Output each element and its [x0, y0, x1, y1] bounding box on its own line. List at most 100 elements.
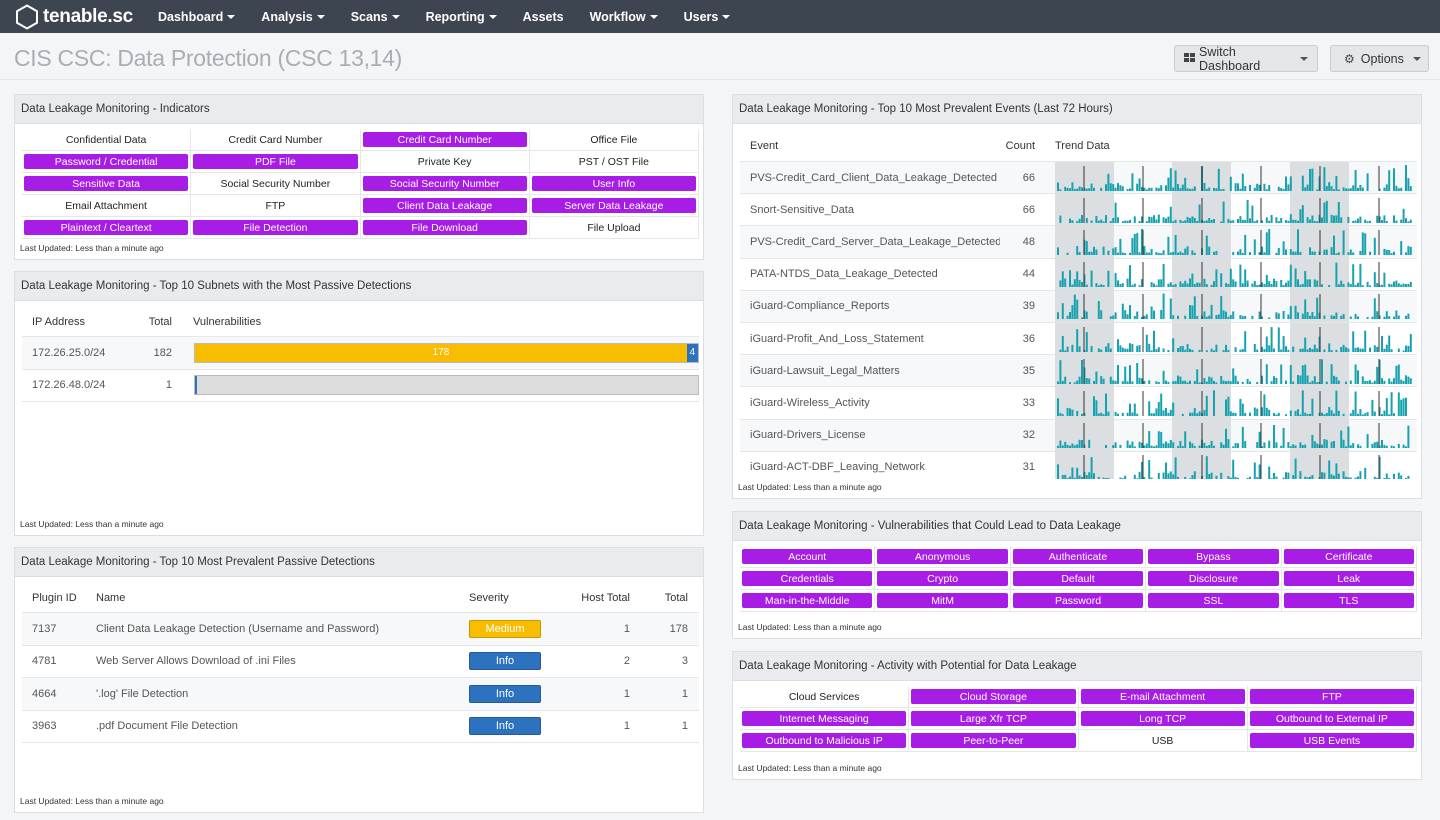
- table-row[interactable]: 172.26.25.0/24 182 178 4: [22, 336, 699, 369]
- indicator-email-attachment[interactable]: Email Attachment: [65, 199, 147, 212]
- indicator-long-tcp[interactable]: Long TCP: [1080, 711, 1245, 726]
- nav-users[interactable]: Users: [684, 10, 731, 24]
- ip-address[interactable]: 172.26.48.0/24: [32, 379, 106, 392]
- indicator-social-security-number[interactable]: Social Security Number: [362, 176, 527, 191]
- indicator-internet-messaging[interactable]: Internet Messaging: [742, 711, 907, 726]
- indicator-disclosure[interactable]: Disclosure: [1148, 571, 1279, 586]
- indicator-default[interactable]: Default: [1012, 571, 1144, 586]
- switch-dashboard-button[interactable]: Switch Dashboard: [1174, 45, 1318, 73]
- table-row[interactable]: 4664 '.log' File Detection Info 1 1: [22, 677, 699, 710]
- trend-sparkline[interactable]: [1055, 258, 1415, 291]
- nav-scans[interactable]: Scans: [351, 10, 400, 24]
- trend-data-header[interactable]: Trend Data: [1055, 140, 1110, 152]
- medium-segment[interactable]: 178: [195, 343, 687, 362]
- nav-reporting[interactable]: Reporting: [426, 10, 497, 24]
- indicator-file-upload[interactable]: File Upload: [587, 221, 641, 234]
- indicator-authenticate[interactable]: Authenticate: [1012, 549, 1144, 564]
- trend-sparkline[interactable]: [1055, 451, 1415, 479]
- nav-workflow[interactable]: Workflow: [590, 10, 658, 24]
- info-segment[interactable]: [195, 376, 197, 395]
- event-name[interactable]: PVS-Credit_Card_Server_Data_Leakage_Dete…: [750, 235, 1000, 248]
- nav-dashboard[interactable]: Dashboard: [158, 10, 236, 24]
- indicator-credit-card-number[interactable]: Credit Card Number: [362, 132, 527, 147]
- severity-badge[interactable]: Info: [469, 684, 541, 703]
- table-row[interactable]: iGuard-Wireless_Activity 33: [740, 386, 1417, 419]
- event-name[interactable]: iGuard-Drivers_License: [750, 429, 866, 442]
- table-row[interactable]: iGuard-Lawsuit_Legal_Matters 35: [740, 354, 1417, 387]
- indicator-outbound-to-external-ip[interactable]: Outbound to External IP: [1249, 711, 1414, 726]
- indicator-private-key[interactable]: Private Key: [417, 155, 472, 168]
- logo[interactable]: tenable.sc: [14, 3, 158, 30]
- table-row[interactable]: 172.26.48.0/24 1: [22, 368, 699, 402]
- indicator-cloud-storage[interactable]: Cloud Storage: [911, 689, 1076, 704]
- indicator-usb-events[interactable]: USB Events: [1249, 733, 1414, 748]
- event-header[interactable]: Event: [750, 140, 779, 152]
- indicator-password[interactable]: Password: [1012, 593, 1144, 608]
- indicator-anonymous[interactable]: Anonymous: [877, 549, 1008, 564]
- severity-badge[interactable]: Medium: [469, 619, 541, 638]
- indicator-sensitive-data[interactable]: Sensitive Data: [24, 176, 189, 191]
- plugin-id-header[interactable]: Plugin ID: [32, 592, 77, 604]
- indicator-ftp[interactable]: FTP: [265, 199, 286, 212]
- trend-sparkline[interactable]: [1055, 322, 1415, 355]
- table-row[interactable]: iGuard-Drivers_License 32: [740, 418, 1417, 452]
- vulnerability-bar[interactable]: 178 4: [194, 342, 699, 363]
- event-name[interactable]: iGuard-ACT-DBF_Leaving_Network: [750, 461, 925, 474]
- indicator-certificate[interactable]: Certificate: [1283, 549, 1414, 564]
- indicator-file-detection[interactable]: File Detection: [193, 220, 358, 235]
- indicator-ftp[interactable]: FTP: [1249, 689, 1414, 704]
- trend-sparkline[interactable]: [1055, 161, 1415, 194]
- indicator-e-mail-attachment[interactable]: E-mail Attachment: [1080, 689, 1245, 704]
- nav-assets[interactable]: Assets: [523, 10, 564, 24]
- event-name[interactable]: iGuard-Profit_And_Loss_Statement: [750, 332, 924, 345]
- indicator-peer-to-peer[interactable]: Peer-to-Peer: [911, 733, 1076, 748]
- indicator-pdf-file[interactable]: PDF File: [193, 154, 358, 169]
- indicator-password-credential[interactable]: Password / Credential: [24, 154, 189, 169]
- table-row[interactable]: 3963 .pdf Document File Detection Info 1 1: [22, 709, 699, 743]
- indicator-mitm[interactable]: MitM: [877, 593, 1008, 608]
- event-name[interactable]: iGuard-Wireless_Activity: [750, 396, 870, 409]
- total-header[interactable]: Total: [664, 592, 688, 604]
- vulnerability-bar[interactable]: [194, 375, 699, 396]
- indicator-client-data-leakage[interactable]: Client Data Leakage: [362, 198, 527, 213]
- event-name[interactable]: iGuard-Lawsuit_Legal_Matters: [750, 364, 900, 377]
- indicator-usb[interactable]: USB: [1151, 734, 1174, 747]
- trend-sparkline[interactable]: [1055, 225, 1415, 258]
- indicator-office-file[interactable]: Office File: [590, 133, 638, 146]
- table-row[interactable]: Snort-Sensitive_Data 66: [740, 193, 1417, 226]
- event-name[interactable]: Snort-Sensitive_Data: [750, 203, 854, 216]
- severity-badge[interactable]: Info: [469, 717, 541, 736]
- indicator-plaintext-cleartext[interactable]: Plaintext / Cleartext: [24, 220, 189, 235]
- indicator-credentials[interactable]: Credentials: [742, 571, 873, 586]
- indicator-confidential-data[interactable]: Confidential Data: [65, 133, 147, 146]
- indicator-credit-card-number[interactable]: Credit Card Number: [228, 133, 323, 146]
- indicator-large-xfr-tcp[interactable]: Large Xfr TCP: [911, 711, 1076, 726]
- indicator-bypass[interactable]: Bypass: [1148, 549, 1279, 564]
- indicator-outbound-to-malicious-ip[interactable]: Outbound to Malicious IP: [742, 733, 907, 748]
- trend-sparkline[interactable]: [1055, 354, 1415, 387]
- indicator-pst-ost-file[interactable]: PST / OST File: [578, 155, 649, 168]
- trend-sparkline[interactable]: [1055, 386, 1415, 419]
- indicator-user-info[interactable]: User Info: [531, 176, 696, 191]
- indicator-social-security-number[interactable]: Social Security Number: [220, 177, 331, 190]
- indicator-server-data-leakage[interactable]: Server Data Leakage: [531, 198, 696, 213]
- table-row[interactable]: iGuard-Profit_And_Loss_Statement 36: [740, 321, 1417, 355]
- trend-sparkline[interactable]: [1055, 193, 1415, 226]
- trend-sparkline[interactable]: [1055, 290, 1415, 323]
- indicator-tls[interactable]: TLS: [1283, 593, 1414, 608]
- indicator-crypto[interactable]: Crypto: [877, 571, 1008, 586]
- event-name[interactable]: PATA-NTDS_Data_Leakage_Detected: [750, 268, 938, 281]
- nav-analysis[interactable]: Analysis: [261, 10, 325, 24]
- table-row[interactable]: 4781 Web Server Allows Download of .ini F…: [22, 644, 699, 678]
- table-row[interactable]: PATA-NTDS_Data_Leakage_Detected 44: [740, 257, 1417, 291]
- indicator-ssl[interactable]: SSL: [1148, 593, 1279, 608]
- table-row[interactable]: iGuard-ACT-DBF_Leaving_Network 31: [740, 450, 1417, 479]
- host-total-header[interactable]: Host Total: [581, 592, 630, 604]
- ip-address-header[interactable]: IP Address: [32, 316, 85, 328]
- options-button[interactable]: ⚙ Options: [1330, 45, 1429, 72]
- ip-address[interactable]: 172.26.25.0/24: [32, 346, 106, 359]
- indicator-file-download[interactable]: File Download: [362, 220, 527, 235]
- count-header[interactable]: Count: [1005, 140, 1035, 152]
- trend-sparkline[interactable]: [1055, 419, 1415, 452]
- event-name[interactable]: PVS-Credit_Card_Client_Data_Leakage_Dete…: [750, 171, 998, 184]
